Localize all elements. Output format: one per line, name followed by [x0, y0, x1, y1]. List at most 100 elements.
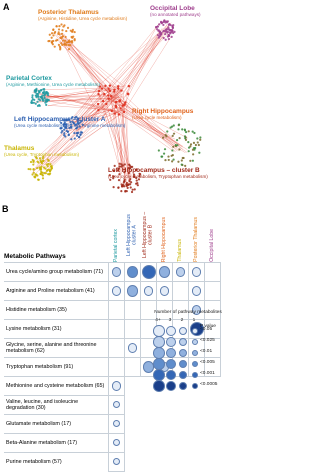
cell	[141, 263, 157, 282]
cell	[189, 415, 205, 434]
node	[42, 160, 44, 162]
node	[64, 40, 66, 42]
node	[63, 132, 65, 134]
node	[173, 31, 175, 33]
node	[109, 179, 111, 181]
cell	[109, 282, 125, 301]
node	[184, 129, 186, 131]
node	[68, 39, 70, 41]
row-label: Lysine metabolism (31)	[4, 320, 109, 339]
node	[172, 159, 174, 161]
cell	[157, 453, 173, 472]
node	[53, 32, 55, 34]
node	[192, 149, 194, 151]
node	[61, 33, 63, 35]
node	[35, 95, 37, 97]
edge	[121, 35, 159, 111]
dot	[113, 458, 120, 465]
row-label: Beta-Alanine metabolism (17)	[4, 434, 109, 453]
node	[115, 101, 117, 103]
region-subtitle: (Urea cycle metabolism, Glycine, Arginin…	[14, 123, 126, 128]
legend-dot	[153, 336, 165, 348]
region-name: Parietal Cortex	[6, 75, 52, 82]
cell	[125, 339, 141, 358]
dot	[192, 267, 202, 277]
node	[58, 25, 60, 27]
node	[115, 105, 117, 107]
cell	[109, 339, 125, 358]
node	[171, 155, 173, 157]
node	[98, 90, 100, 92]
cell	[157, 282, 173, 301]
node	[97, 103, 99, 105]
dot	[176, 267, 186, 277]
node	[198, 152, 200, 154]
region-name: Left Hippocampus – cluster A	[14, 116, 106, 123]
node	[31, 96, 33, 98]
table-row: Glutamate metabolism (17)	[4, 415, 221, 434]
node	[163, 37, 165, 39]
dot	[113, 420, 120, 427]
row-label: Arginine and Proline metabolism (41)	[4, 282, 109, 301]
cell	[141, 415, 157, 434]
node	[110, 95, 112, 97]
node	[101, 87, 103, 89]
node	[171, 29, 173, 31]
dot	[112, 267, 122, 277]
node	[164, 148, 166, 150]
node	[80, 133, 82, 135]
node	[108, 98, 110, 100]
node	[67, 130, 69, 132]
cell	[157, 263, 173, 282]
cell	[141, 282, 157, 301]
node	[33, 102, 35, 104]
node	[193, 142, 195, 144]
node	[192, 160, 194, 162]
node	[60, 37, 62, 39]
node	[119, 107, 121, 109]
node	[78, 136, 80, 138]
node	[104, 85, 106, 87]
cell	[109, 377, 125, 396]
node	[179, 137, 181, 139]
legend-dot	[179, 382, 187, 390]
node	[38, 90, 40, 92]
cell	[205, 453, 221, 472]
legend-size-label: 3	[164, 318, 176, 323]
node	[165, 39, 167, 41]
node	[41, 94, 43, 96]
node	[45, 91, 47, 93]
column-label: Thalamus	[178, 239, 184, 262]
legend-p-label: <0.025	[200, 338, 215, 343]
cell	[125, 282, 141, 301]
legend-dot	[166, 326, 176, 336]
node	[27, 168, 29, 170]
node	[111, 110, 113, 112]
cell	[189, 263, 205, 282]
node	[117, 85, 119, 87]
node	[164, 33, 166, 35]
node	[119, 99, 121, 101]
node	[168, 23, 170, 25]
node	[137, 184, 139, 186]
node	[59, 46, 61, 48]
node	[107, 88, 109, 90]
legend-dot	[192, 350, 198, 356]
legend-dot	[166, 348, 176, 358]
legend-dot	[179, 349, 187, 357]
node	[167, 155, 169, 157]
node	[42, 98, 44, 100]
cell	[189, 396, 205, 415]
node	[47, 158, 49, 160]
node	[175, 144, 177, 146]
node	[35, 89, 37, 91]
cell	[173, 434, 189, 453]
node	[178, 123, 180, 125]
node	[36, 93, 38, 95]
cell	[157, 396, 173, 415]
node	[129, 183, 131, 185]
cell	[141, 434, 157, 453]
node	[67, 27, 69, 29]
node	[41, 162, 43, 164]
